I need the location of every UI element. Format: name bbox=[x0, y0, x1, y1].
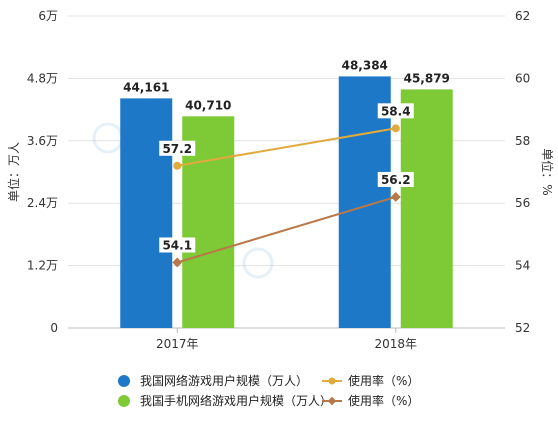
line-point bbox=[391, 124, 400, 133]
series-line bbox=[177, 127, 396, 167]
left-axis-ticks: 0 1.2万 2.4万 3.6万 4.8万 6万 bbox=[27, 9, 58, 335]
line-label-bg bbox=[377, 103, 414, 119]
bar-data-label: 44,161 bbox=[123, 80, 169, 94]
lines: 57.2 58.4 54.1 56.2 bbox=[159, 103, 414, 268]
line-data-label: 56.2 bbox=[381, 173, 411, 187]
left-tick-label: 6万 bbox=[38, 9, 58, 23]
line-data-label: 57.2 bbox=[162, 142, 192, 156]
left-axis-title: 单位：万人 bbox=[6, 142, 21, 202]
legend-label: 我国手机网络游戏用户规模（万人） bbox=[140, 393, 332, 408]
legend-swatch-marker bbox=[328, 377, 336, 385]
right-tick-label: 60 bbox=[515, 71, 530, 85]
legend: 我国网络游戏用户规模（万人） 我国手机网络游戏用户规模（万人） 使用率（%） 使用率（… bbox=[118, 373, 419, 408]
bar bbox=[400, 89, 453, 328]
right-tick-label: 62 bbox=[515, 9, 530, 23]
bar-data-label: 40,710 bbox=[185, 98, 231, 112]
x-axis-ticks: 2017年 2018年 bbox=[156, 328, 417, 351]
bar bbox=[120, 98, 173, 329]
legend-label: 我国网络游戏用户规模（万人） bbox=[140, 373, 308, 388]
line-data-label: 54.1 bbox=[162, 238, 192, 252]
line-point bbox=[172, 257, 183, 268]
left-tick-label: 0 bbox=[50, 321, 58, 335]
bars: 44,161 40,710 48,384 45,879 bbox=[120, 58, 453, 329]
line-data-label: 58.4 bbox=[381, 104, 411, 118]
right-tick-label: 58 bbox=[515, 134, 530, 148]
left-tick-label: 3.6万 bbox=[27, 134, 58, 148]
x-tick-label: 2018年 bbox=[374, 337, 417, 351]
bar bbox=[338, 76, 391, 328]
legend-swatch-marker bbox=[327, 396, 337, 406]
line-label-bg bbox=[377, 171, 414, 187]
right-tick-label: 54 bbox=[515, 259, 530, 273]
line-point bbox=[390, 192, 401, 202]
left-tick-label: 2.4万 bbox=[27, 196, 58, 210]
line-point bbox=[173, 161, 182, 170]
bar-data-label: 45,879 bbox=[404, 71, 450, 85]
right-axis-ticks: 52 54 56 58 60 62 bbox=[515, 9, 530, 335]
right-tick-label: 56 bbox=[515, 196, 530, 210]
series-line bbox=[176, 196, 397, 264]
legend-label: 使用率（%） bbox=[348, 393, 419, 408]
left-tick-label: 4.8万 bbox=[27, 71, 58, 85]
legend-label: 使用率（%） bbox=[348, 373, 419, 388]
line-label-bg bbox=[159, 140, 196, 156]
right-tick-label: 52 bbox=[515, 321, 530, 335]
bar-data-label: 48,384 bbox=[342, 58, 388, 72]
right-axis-title: 单位：% bbox=[540, 148, 555, 195]
legend-swatch bbox=[118, 375, 130, 387]
line-label-bg bbox=[159, 237, 196, 253]
legend-swatch bbox=[118, 395, 130, 407]
x-tick-label: 2017年 bbox=[156, 337, 199, 351]
left-tick-label: 1.2万 bbox=[27, 259, 58, 273]
